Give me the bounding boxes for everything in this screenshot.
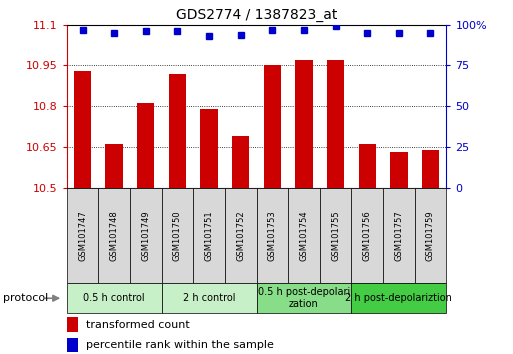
Text: 0.5 h post-depolari
zation: 0.5 h post-depolari zation — [258, 287, 350, 309]
Bar — [351, 283, 446, 313]
Text: GSM101748: GSM101748 — [110, 210, 119, 261]
Text: GSM101750: GSM101750 — [173, 210, 182, 261]
Text: GSM101747: GSM101747 — [78, 210, 87, 261]
Bar — [232, 136, 249, 188]
Text: GSM101754: GSM101754 — [300, 210, 308, 261]
Bar — [137, 103, 154, 188]
Text: protocol: protocol — [3, 293, 48, 303]
Bar — [169, 74, 186, 188]
Bar — [67, 338, 78, 352]
Bar — [256, 188, 288, 283]
Text: 2 h control: 2 h control — [183, 293, 235, 303]
Bar — [130, 188, 162, 283]
Bar — [359, 144, 376, 188]
Text: GSM101757: GSM101757 — [394, 210, 403, 261]
Text: 0.5 h control: 0.5 h control — [83, 293, 145, 303]
Bar — [288, 188, 320, 283]
Bar — [383, 188, 415, 283]
Bar — [390, 152, 407, 188]
Text: GSM101751: GSM101751 — [205, 210, 213, 261]
Bar — [67, 317, 78, 332]
Bar — [162, 188, 193, 283]
Bar — [201, 109, 218, 188]
Text: GSM101753: GSM101753 — [268, 210, 277, 261]
Title: GDS2774 / 1387823_at: GDS2774 / 1387823_at — [176, 8, 337, 22]
Bar — [193, 188, 225, 283]
Bar — [162, 283, 256, 313]
Text: GSM101749: GSM101749 — [141, 210, 150, 261]
Bar — [74, 71, 91, 188]
Bar — [264, 65, 281, 188]
Bar — [320, 188, 351, 283]
Bar — [351, 188, 383, 283]
Text: GSM101755: GSM101755 — [331, 210, 340, 261]
Text: percentile rank within the sample: percentile rank within the sample — [86, 340, 273, 350]
Bar — [67, 283, 162, 313]
Bar — [295, 60, 312, 188]
Bar — [327, 60, 344, 188]
Bar — [106, 144, 123, 188]
Text: GSM101752: GSM101752 — [236, 210, 245, 261]
Bar — [67, 188, 98, 283]
Text: GSM101759: GSM101759 — [426, 210, 435, 261]
Bar — [225, 188, 256, 283]
Bar — [256, 283, 351, 313]
Bar — [98, 188, 130, 283]
Text: 2 h post-depolariztion: 2 h post-depolariztion — [345, 293, 452, 303]
Text: transformed count: transformed count — [86, 320, 189, 330]
Bar — [415, 188, 446, 283]
Text: GSM101756: GSM101756 — [363, 210, 372, 261]
Bar — [422, 150, 439, 188]
